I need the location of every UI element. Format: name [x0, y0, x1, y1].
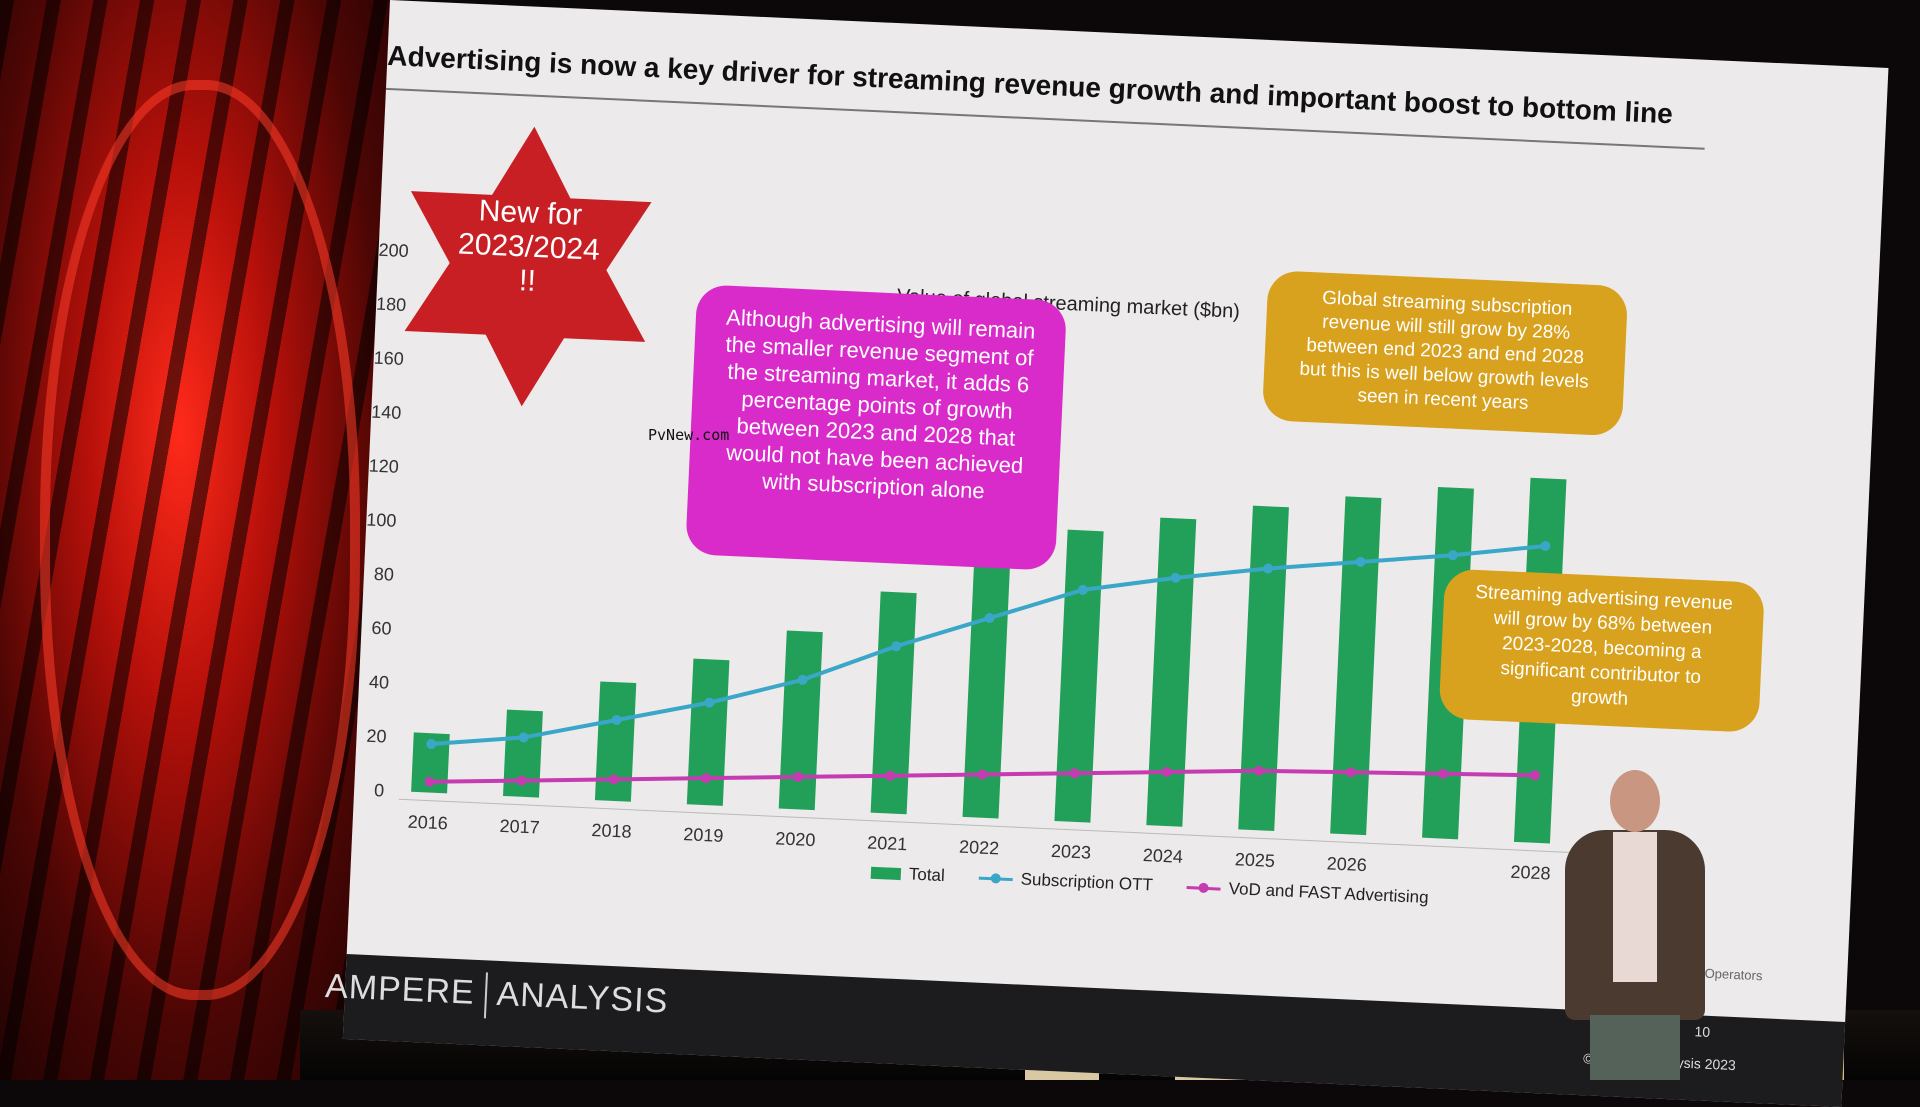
y-tick-label: 0: [374, 780, 385, 800]
bar-total: [778, 630, 823, 811]
y-tick-label: 160: [373, 348, 404, 369]
y-tick-label: 80: [373, 564, 394, 585]
bar-total: [594, 681, 637, 802]
y-tick-label: 200: [378, 240, 409, 261]
point-advertising: [1437, 768, 1448, 779]
presentation-slide: Advertising is now a key driver for stre…: [324, 0, 1889, 1107]
legend-advertising-swatch: [1186, 885, 1221, 891]
point-advertising: [1161, 767, 1172, 778]
point-advertising: [1345, 767, 1356, 778]
x-tick-label: 2016: [407, 812, 448, 834]
legend-total: Total: [870, 863, 945, 886]
bar-total: [411, 732, 450, 794]
point-subscription: [611, 715, 622, 726]
brand-separator: [483, 972, 488, 1019]
new-badge-text: New for 2023/2024 !!: [457, 194, 601, 298]
presenter-legs: [1590, 1015, 1680, 1080]
bar-total: [1146, 517, 1197, 827]
point-subscription: [797, 674, 808, 685]
bar-total: [503, 709, 543, 798]
advertising-callout: Although advertising will remain the sma…: [685, 284, 1068, 571]
ampere-analysis-logo: AMPERE ANALYSIS: [324, 965, 669, 1027]
point-advertising: [977, 769, 988, 780]
brand-left: AMPERE: [324, 967, 476, 1012]
point-advertising: [424, 776, 435, 787]
legend-total-swatch: [870, 866, 902, 881]
presenter-shirt: [1613, 832, 1657, 982]
point-advertising: [608, 774, 619, 785]
point-advertising: [701, 773, 712, 784]
point-subscription: [1263, 563, 1274, 574]
legend-subscription-swatch: [978, 876, 1013, 881]
point-subscription: [426, 739, 437, 750]
x-tick-label: 2019: [683, 824, 724, 846]
subscription-callout: Global streaming subscription revenue wi…: [1261, 270, 1629, 437]
bar-total: [1054, 529, 1104, 823]
point-advertising: [516, 775, 527, 786]
x-tick-label: 2022: [959, 837, 1000, 859]
curtain-pattern: [40, 80, 360, 1000]
stage-curtain: [0, 0, 400, 1080]
point-advertising: [1530, 770, 1541, 781]
x-tick-label: 2020: [775, 828, 816, 850]
x-tick-label: 2021: [867, 833, 908, 855]
bar-total: [870, 591, 917, 815]
x-tick-label: 2025: [1234, 849, 1275, 871]
point-subscription: [1077, 584, 1088, 595]
y-tick-label: 60: [371, 618, 392, 639]
ad-growth-callout: Streaming advertising revenue will grow …: [1438, 568, 1765, 733]
point-advertising: [793, 771, 804, 782]
legend-total-label: Total: [908, 864, 946, 886]
y-tick-label: 180: [376, 294, 407, 315]
point-advertising: [1253, 765, 1264, 776]
point-subscription: [704, 697, 715, 708]
y-tick-label: 40: [369, 672, 390, 693]
presenter: [1555, 770, 1715, 1080]
point-advertising: [1069, 768, 1080, 779]
x-tick-label: 2023: [1051, 841, 1092, 863]
point-subscription: [1447, 550, 1458, 561]
bar-total: [1238, 505, 1289, 831]
bar-total: [686, 658, 730, 806]
y-tick-label: 140: [371, 402, 402, 423]
x-tick-label: 2026: [1326, 853, 1367, 875]
x-tick-label: 2017: [499, 816, 540, 838]
x-tick-label: 2024: [1143, 845, 1184, 867]
x-tick-label: 2028: [1510, 862, 1551, 884]
presenter-head: [1610, 770, 1660, 832]
bar-total: [1330, 496, 1382, 836]
y-tick-label: 20: [366, 726, 387, 747]
point-subscription: [1170, 572, 1181, 583]
point-subscription: [518, 732, 529, 743]
y-tick-label: 120: [368, 456, 399, 477]
point-advertising: [885, 770, 896, 781]
point-subscription: [1355, 556, 1366, 567]
brand-right: ANALYSIS: [495, 974, 670, 1021]
x-tick-label: 2018: [591, 820, 632, 842]
watermark: PvNew.com: [648, 426, 730, 444]
bar-total: [962, 557, 1011, 819]
point-subscription: [984, 613, 995, 624]
x-axis-line: [398, 798, 1572, 853]
point-subscription: [1540, 540, 1551, 551]
point-subscription: [891, 641, 902, 652]
y-tick-label: 100: [366, 509, 397, 530]
